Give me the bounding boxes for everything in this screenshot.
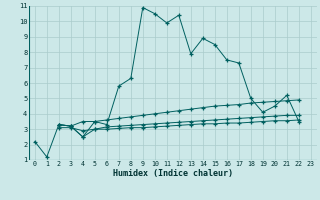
- X-axis label: Humidex (Indice chaleur): Humidex (Indice chaleur): [113, 169, 233, 178]
